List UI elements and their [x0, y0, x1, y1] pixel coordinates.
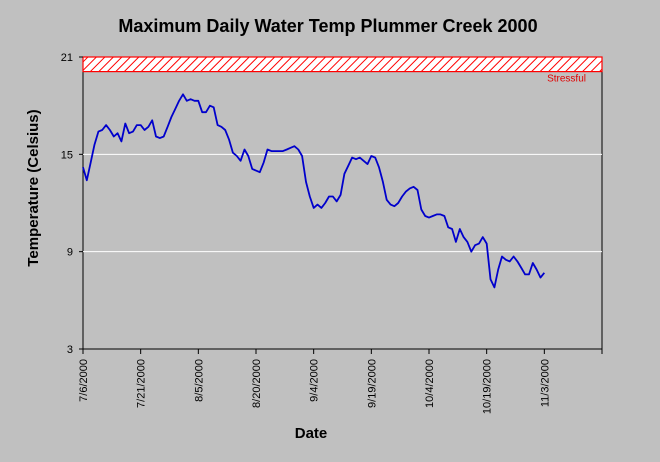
x-tick-label: 9/4/2000 [309, 359, 321, 402]
y-tick-label: 21 [61, 52, 73, 64]
x-tick-label: 7/21/2000 [136, 359, 148, 408]
y-axis-title: Temperature (Celsius) [25, 109, 42, 266]
x-tick-label: 11/3/2000 [539, 359, 551, 407]
x-tick-label: 7/6/2000 [78, 359, 90, 402]
y-tick-label: 3 [67, 344, 73, 356]
x-axis-ticks: 7/6/2000 7/21/2000 8/5/2000 8/20/2000 9/4/20… [78, 349, 603, 414]
plot-area [82, 56, 603, 350]
x-tick-label: 9/19/2000 [366, 359, 378, 408]
stressful-band-label: Stressful [547, 74, 586, 85]
gridlines [83, 153, 602, 253]
x-tick-label: 10/4/2000 [424, 359, 436, 408]
x-tick-label: 10/19/2000 [482, 359, 494, 414]
stressful-threshold-band [82, 56, 603, 73]
y-axis-ticks: 3 9 15 21 [61, 52, 83, 356]
y-tick-label: 9 [67, 247, 73, 259]
chart-title: Maximum Daily Water Temp Plummer Creek 2… [118, 16, 537, 36]
water-temperature-line [82, 93, 546, 289]
x-axis-title: Date [295, 425, 328, 442]
x-tick-label: 8/20/2000 [251, 359, 263, 408]
x-tick-label: 8/5/2000 [193, 359, 205, 402]
y-tick-label: 15 [61, 149, 73, 161]
